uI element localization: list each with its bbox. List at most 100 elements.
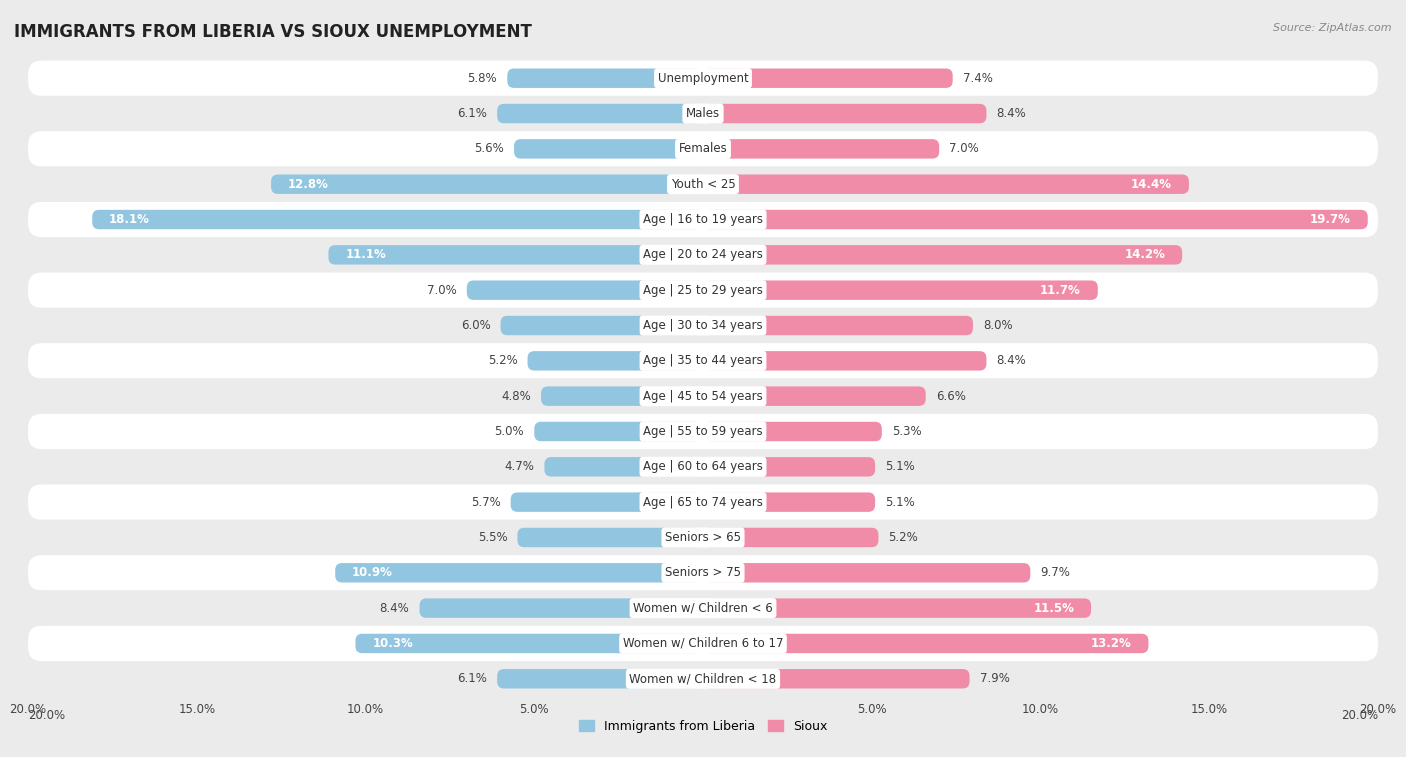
FancyBboxPatch shape [703,281,1098,300]
Text: 13.2%: 13.2% [1091,637,1132,650]
FancyBboxPatch shape [703,598,1091,618]
Text: 7.0%: 7.0% [427,284,457,297]
FancyBboxPatch shape [515,139,703,159]
Text: 4.7%: 4.7% [505,460,534,473]
FancyBboxPatch shape [28,484,1378,520]
Text: 6.6%: 6.6% [936,390,966,403]
FancyBboxPatch shape [28,414,1378,449]
FancyBboxPatch shape [703,351,987,371]
Text: 4.8%: 4.8% [501,390,531,403]
Text: Seniors > 65: Seniors > 65 [665,531,741,544]
FancyBboxPatch shape [703,104,987,123]
FancyBboxPatch shape [356,634,703,653]
FancyBboxPatch shape [703,634,1149,653]
Text: Women w/ Children 6 to 17: Women w/ Children 6 to 17 [623,637,783,650]
FancyBboxPatch shape [28,343,1378,378]
Text: 5.2%: 5.2% [889,531,918,544]
Text: 5.7%: 5.7% [471,496,501,509]
Text: Source: ZipAtlas.com: Source: ZipAtlas.com [1274,23,1392,33]
FancyBboxPatch shape [703,422,882,441]
FancyBboxPatch shape [703,493,875,512]
Text: 6.1%: 6.1% [457,107,486,120]
FancyBboxPatch shape [28,378,1378,414]
Text: 11.7%: 11.7% [1040,284,1081,297]
Text: 10.3%: 10.3% [373,637,413,650]
Text: 10.9%: 10.9% [352,566,392,579]
FancyBboxPatch shape [517,528,703,547]
FancyBboxPatch shape [28,520,1378,555]
FancyBboxPatch shape [28,626,1378,661]
Text: 11.5%: 11.5% [1033,602,1074,615]
Text: 8.4%: 8.4% [997,107,1026,120]
Text: Age | 65 to 74 years: Age | 65 to 74 years [643,496,763,509]
FancyBboxPatch shape [703,174,1189,194]
Text: 8.4%: 8.4% [380,602,409,615]
FancyBboxPatch shape [28,96,1378,131]
Text: 14.4%: 14.4% [1130,178,1173,191]
Text: 6.1%: 6.1% [457,672,486,685]
Text: 7.4%: 7.4% [963,72,993,85]
Text: Age | 35 to 44 years: Age | 35 to 44 years [643,354,763,367]
Text: 12.8%: 12.8% [288,178,329,191]
FancyBboxPatch shape [534,422,703,441]
FancyBboxPatch shape [544,457,703,477]
Text: 5.5%: 5.5% [478,531,508,544]
Text: Age | 16 to 19 years: Age | 16 to 19 years [643,213,763,226]
FancyBboxPatch shape [335,563,703,583]
FancyBboxPatch shape [329,245,703,265]
FancyBboxPatch shape [703,245,1182,265]
Text: 14.2%: 14.2% [1125,248,1166,261]
FancyBboxPatch shape [28,237,1378,273]
Text: 8.0%: 8.0% [983,319,1012,332]
Text: 9.7%: 9.7% [1040,566,1070,579]
FancyBboxPatch shape [703,68,953,88]
Text: 7.9%: 7.9% [980,672,1010,685]
Text: Age | 45 to 54 years: Age | 45 to 54 years [643,390,763,403]
Legend: Immigrants from Liberia, Sioux: Immigrants from Liberia, Sioux [574,715,832,738]
Text: Age | 20 to 24 years: Age | 20 to 24 years [643,248,763,261]
Text: 20.0%: 20.0% [1341,709,1378,722]
Text: 19.7%: 19.7% [1310,213,1351,226]
Text: 5.3%: 5.3% [891,425,921,438]
FancyBboxPatch shape [28,61,1378,96]
FancyBboxPatch shape [467,281,703,300]
FancyBboxPatch shape [28,590,1378,626]
FancyBboxPatch shape [703,316,973,335]
FancyBboxPatch shape [703,210,1368,229]
Text: 5.6%: 5.6% [474,142,503,155]
Text: Unemployment: Unemployment [658,72,748,85]
Text: 18.1%: 18.1% [110,213,150,226]
Text: Females: Females [679,142,727,155]
FancyBboxPatch shape [498,104,703,123]
FancyBboxPatch shape [28,555,1378,590]
Text: 5.1%: 5.1% [886,460,915,473]
FancyBboxPatch shape [703,669,970,689]
Text: Age | 60 to 64 years: Age | 60 to 64 years [643,460,763,473]
FancyBboxPatch shape [508,68,703,88]
FancyBboxPatch shape [541,386,703,406]
FancyBboxPatch shape [703,563,1031,583]
FancyBboxPatch shape [703,386,925,406]
FancyBboxPatch shape [28,202,1378,237]
FancyBboxPatch shape [527,351,703,371]
FancyBboxPatch shape [419,598,703,618]
FancyBboxPatch shape [28,273,1378,308]
Text: 7.0%: 7.0% [949,142,979,155]
Text: 5.8%: 5.8% [468,72,498,85]
Text: 5.2%: 5.2% [488,354,517,367]
FancyBboxPatch shape [28,661,1378,696]
FancyBboxPatch shape [703,457,875,477]
FancyBboxPatch shape [510,493,703,512]
Text: Males: Males [686,107,720,120]
Text: Seniors > 75: Seniors > 75 [665,566,741,579]
Text: 5.1%: 5.1% [886,496,915,509]
Text: Youth < 25: Youth < 25 [671,178,735,191]
Text: 11.1%: 11.1% [346,248,387,261]
FancyBboxPatch shape [271,174,703,194]
FancyBboxPatch shape [93,210,703,229]
Text: 20.0%: 20.0% [28,709,65,722]
Text: Women w/ Children < 18: Women w/ Children < 18 [630,672,776,685]
FancyBboxPatch shape [501,316,703,335]
FancyBboxPatch shape [703,528,879,547]
Text: Age | 55 to 59 years: Age | 55 to 59 years [643,425,763,438]
